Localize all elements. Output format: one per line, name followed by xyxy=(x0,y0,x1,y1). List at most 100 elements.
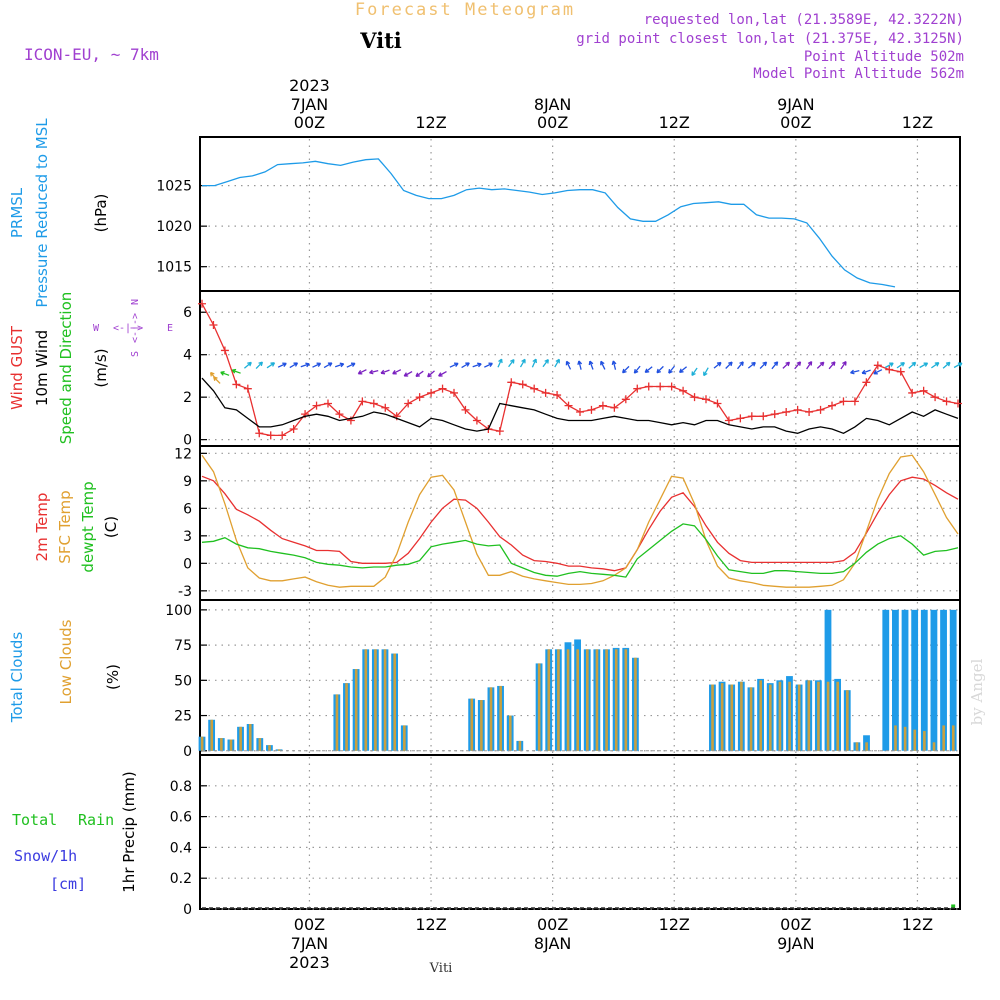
bar-low-clouds xyxy=(923,731,926,751)
time-date: 9JAN xyxy=(777,934,815,953)
gust-point xyxy=(942,397,951,406)
wind-arrow xyxy=(380,369,390,375)
wind-arrow xyxy=(840,361,847,370)
bar-low-clouds xyxy=(470,698,474,751)
wind-arrow xyxy=(873,369,883,375)
time-date: 8JAN xyxy=(534,934,572,953)
gust-point xyxy=(220,346,229,355)
wind-compass: W E <-|-> N S <-|-> xyxy=(93,299,173,357)
gust-point xyxy=(427,388,436,397)
bar-low-clouds xyxy=(210,719,214,751)
gust-point xyxy=(885,365,894,374)
gust-point xyxy=(255,429,264,438)
bar-low-clouds xyxy=(942,725,945,751)
gust-point xyxy=(335,410,344,419)
wind-arrow xyxy=(771,361,779,370)
wind-arrow xyxy=(816,361,825,369)
gust-point xyxy=(690,393,699,402)
gust-point xyxy=(587,405,596,414)
bar-low-clouds xyxy=(374,649,377,751)
wind-arrow xyxy=(427,370,435,378)
wind-arrow xyxy=(919,362,929,369)
y-tick-label: 0 xyxy=(183,433,192,449)
bar-low-clouds xyxy=(759,680,762,751)
precip-labels: Total Rain Snow/1h [cm] 1hr Precip (mm) xyxy=(12,771,138,893)
bar-low-clouds xyxy=(788,681,791,751)
time-date: 8JAN xyxy=(534,95,572,114)
wind-arrow xyxy=(691,367,698,376)
wind-arrow xyxy=(678,366,688,374)
bar-rain xyxy=(951,904,956,908)
y-tick-label: 0 xyxy=(183,902,192,918)
bar-low-clouds xyxy=(855,742,859,751)
gust-point xyxy=(702,395,710,404)
time-label: 00Z xyxy=(537,915,568,934)
wind-arrow xyxy=(644,366,653,374)
time-date: 7JAN xyxy=(291,95,329,114)
pressure-label-prmsl: PRMSL xyxy=(8,187,26,238)
gust-point xyxy=(278,431,287,440)
y-tick-label: 1025 xyxy=(156,179,192,195)
wind-arrow xyxy=(519,358,526,368)
panels: 1015102010250246-3036912025507510000.20.… xyxy=(156,136,963,918)
wind-arrow xyxy=(725,361,733,369)
bar-total-clouds xyxy=(882,609,890,751)
y-tick-label: 0 xyxy=(183,556,192,572)
wind-arrow xyxy=(266,362,276,369)
wind-arrow xyxy=(415,370,424,378)
wind-arrow xyxy=(231,368,241,374)
gust-point xyxy=(896,367,905,376)
model-label: ICON-EU, ~ 7km xyxy=(24,45,159,64)
gust-point xyxy=(598,401,607,410)
panel-precip: 0 0.2 0.4 0.6 0.8 xyxy=(170,754,961,918)
bar-low-clouds xyxy=(239,726,242,751)
bar-low-clouds xyxy=(586,649,589,751)
bar-total-clouds xyxy=(824,609,832,751)
y-tick-label: 0.6 xyxy=(170,810,192,826)
time-year: 2023 xyxy=(289,76,330,95)
series-line-prmsl xyxy=(202,158,896,288)
time-label: 00Z xyxy=(294,915,325,934)
gust-point xyxy=(507,378,516,387)
series-line-2m-temp xyxy=(201,475,959,572)
bar-total-clouds xyxy=(949,609,957,751)
y-tick-label: 2 xyxy=(183,390,192,406)
bottom-title: Viti xyxy=(429,961,453,976)
wind-label-10m: 10m Wind xyxy=(33,330,51,406)
wind-arrow xyxy=(369,369,379,375)
gust-point xyxy=(954,399,962,408)
wind-arrow xyxy=(850,369,860,375)
bar-low-clouds xyxy=(797,684,801,751)
gust-point xyxy=(358,397,367,406)
cloud-label-low: Low Clouds xyxy=(57,619,75,704)
wind-arrow xyxy=(806,361,813,370)
bar-low-clouds xyxy=(537,663,541,751)
y-tick-label: 4 xyxy=(183,348,192,364)
bar-low-clouds xyxy=(354,669,358,751)
gust-point xyxy=(324,399,332,408)
series-line-10m-wind xyxy=(201,377,959,435)
panel-temperature: -3 0 3 6 9 12 xyxy=(174,445,961,601)
cloud-labels: Total Clouds Low Clouds (%) xyxy=(8,619,122,723)
wind-arrow xyxy=(277,362,287,368)
wind-arrow xyxy=(472,362,482,368)
super-title: Forecast Meteogram xyxy=(355,0,575,20)
gust-point xyxy=(472,416,481,425)
bar-low-clouds xyxy=(364,649,368,751)
wind-arrow xyxy=(213,376,221,384)
gust-point xyxy=(713,399,722,408)
gust-point xyxy=(805,408,814,417)
bar-total-clouds xyxy=(911,609,919,751)
gust-point xyxy=(724,416,733,425)
bar-low-clouds xyxy=(711,684,714,751)
compass-arrow-h: <-|-> xyxy=(113,323,143,334)
wind-arrow xyxy=(334,362,345,368)
gust-point xyxy=(656,382,665,391)
gust-point xyxy=(919,386,928,395)
bar-total-clouds xyxy=(892,609,899,751)
series-line-sfc-temp xyxy=(201,454,959,588)
temp-ylabel: (C) xyxy=(102,516,120,538)
wind-arrow xyxy=(633,365,641,374)
wind-arrow xyxy=(255,361,264,370)
